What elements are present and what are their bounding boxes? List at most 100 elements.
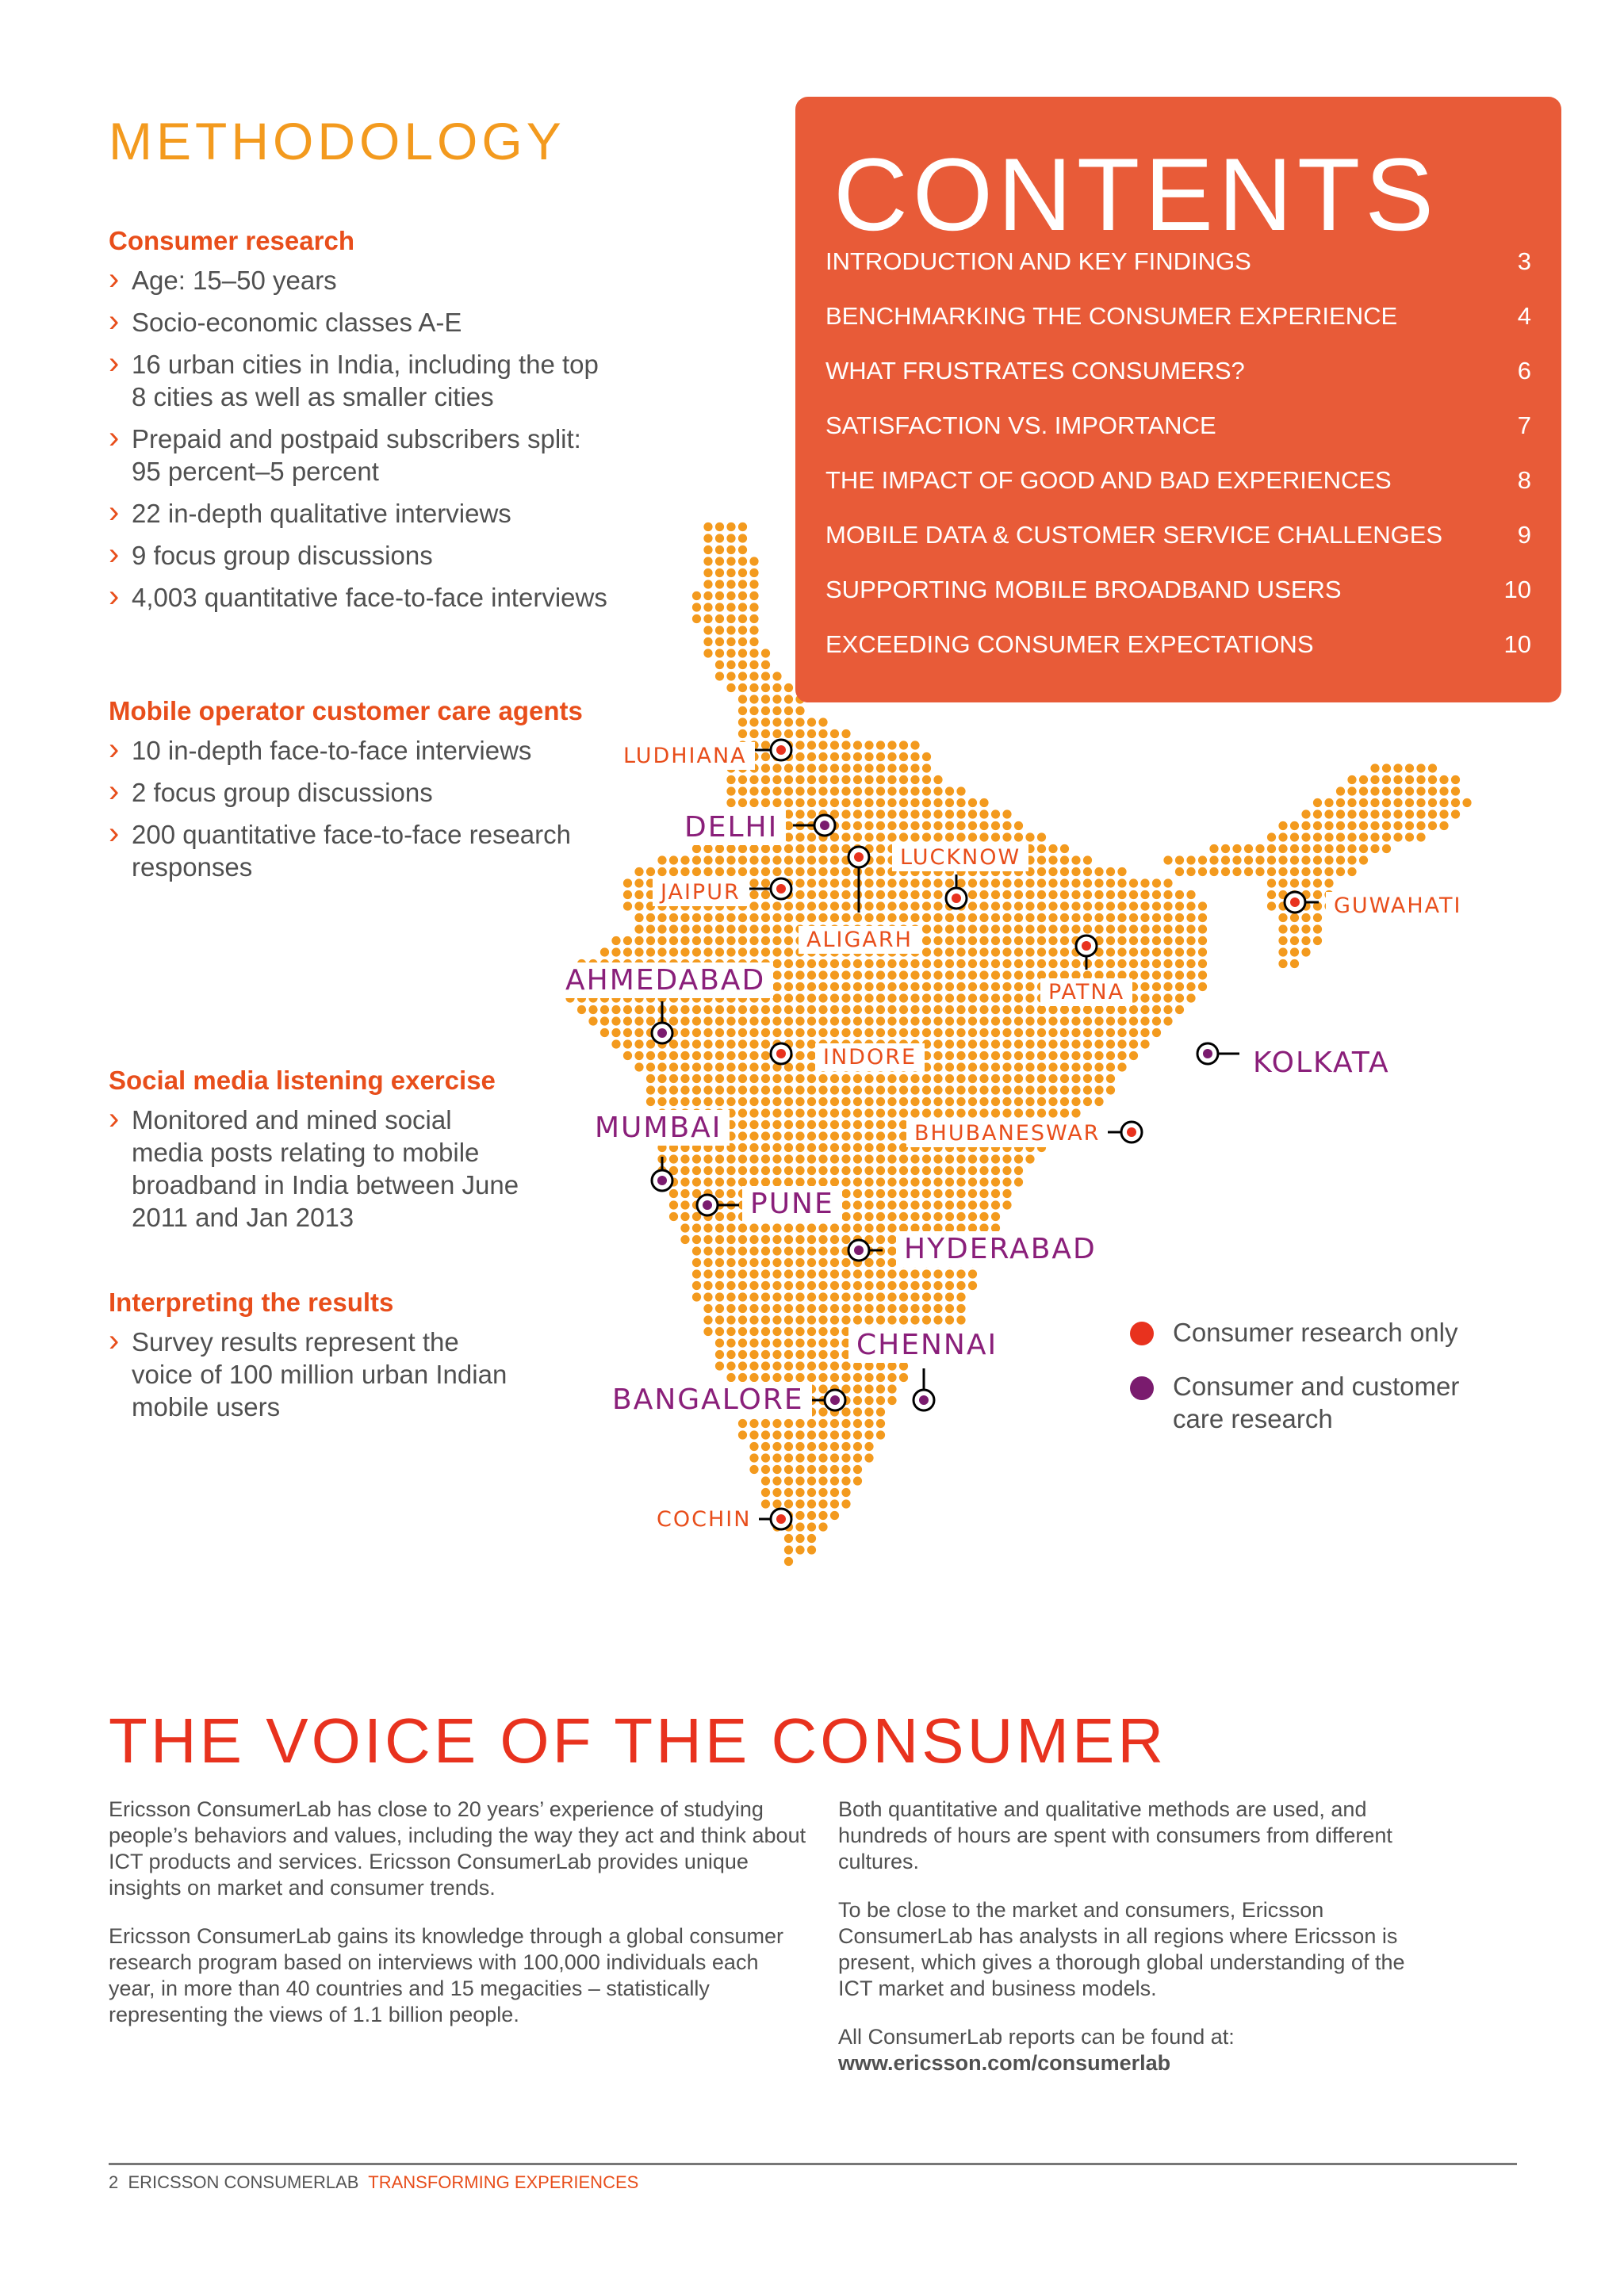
toc-entry[interactable]: INTRODUCTION AND KEY FINDINGS 3	[825, 247, 1531, 302]
map-dot	[1048, 890, 1058, 900]
map-dot	[979, 913, 989, 923]
voice-column-right: Both quantitative and qualitative method…	[838, 1797, 1409, 2099]
map-dot	[887, 1004, 897, 1015]
map-dot	[1025, 878, 1035, 888]
map-dot	[990, 982, 1001, 992]
toc-entry[interactable]: SUPPORTING MOBILE BROADBAND USERS 10	[825, 576, 1531, 630]
toc-entry[interactable]: THE IMPACT OF GOOD AND BAD EXPERIENCES 8	[825, 466, 1531, 521]
map-dot	[841, 1211, 851, 1222]
map-dot	[887, 1177, 897, 1187]
map-dot	[726, 522, 736, 532]
map-dot	[726, 947, 736, 957]
map-dot	[841, 798, 851, 808]
map-dot	[691, 603, 702, 612]
map-dot	[772, 844, 782, 854]
map-dot	[1094, 1073, 1104, 1084]
map-dot	[634, 913, 644, 923]
map-dot	[864, 878, 874, 888]
map-dot	[634, 1016, 644, 1026]
map-dot	[887, 763, 897, 773]
map-dot	[634, 947, 644, 957]
map-dot	[691, 614, 702, 624]
map-dot	[806, 1004, 817, 1015]
map-dot	[668, 1039, 679, 1049]
map-dot	[967, 832, 978, 842]
toc-entry[interactable]: SATISFACTION VS. IMPORTANCE 7	[825, 411, 1531, 466]
city-marker-dot	[830, 1395, 840, 1405]
map-dot	[1370, 832, 1380, 842]
map-dot	[772, 672, 782, 681]
map-dot	[1232, 855, 1242, 865]
map-dot	[944, 1211, 955, 1222]
map-dot	[818, 913, 828, 923]
map-dot	[657, 1096, 667, 1107]
map-dot	[990, 1200, 1001, 1210]
map-dot	[737, 1246, 748, 1256]
map-dot	[737, 1004, 748, 1015]
consumerlab-link[interactable]: www.ericsson.com/consumerlab	[838, 2051, 1171, 2075]
map-dot	[829, 729, 840, 739]
map-dot	[979, 993, 989, 1003]
toc-label: EXCEEDING CONSUMER EXPECTATIONS	[825, 630, 1314, 658]
map-dot	[1197, 970, 1208, 980]
map-dot	[1278, 936, 1288, 946]
map-dot	[956, 786, 966, 796]
map-dot	[864, 1096, 874, 1107]
map-dot	[910, 809, 920, 819]
map-dot	[864, 1085, 874, 1095]
map-dot	[921, 1200, 932, 1210]
map-dot	[910, 740, 920, 750]
map-dot	[1151, 901, 1162, 911]
map-dot	[1151, 936, 1162, 946]
map-dot	[1128, 924, 1139, 934]
map-dot	[714, 936, 725, 946]
map-dot	[1071, 1016, 1081, 1026]
map-dot	[875, 1165, 886, 1176]
map-dot	[841, 867, 851, 877]
map-dot	[714, 649, 725, 658]
map-dot	[829, 1315, 840, 1325]
map-dot	[875, 1119, 886, 1130]
map-dot	[737, 855, 748, 865]
toc-entry[interactable]: WHAT FRUSTRATES CONSUMERS? 6	[825, 357, 1531, 411]
map-dot	[979, 1188, 989, 1199]
map-dot	[852, 1292, 863, 1302]
map-dot	[944, 798, 955, 808]
map-dot	[1002, 936, 1012, 946]
map-dot	[1174, 993, 1185, 1003]
map-dot	[1013, 924, 1024, 934]
consumer-research-list: Age: 15–50 years Socio-economic classes …	[109, 263, 616, 614]
map-dot	[726, 1234, 736, 1245]
map-dot	[979, 890, 989, 900]
toc-entry[interactable]: MOBILE DATA & CUSTOMER SERVICE CHALLENGE…	[825, 521, 1531, 576]
map-dot	[944, 1004, 955, 1015]
map-dot	[979, 1004, 989, 1015]
map-dot	[818, 982, 828, 992]
map-dot	[795, 901, 805, 911]
map-dot	[668, 1073, 679, 1084]
map-dot	[1025, 1016, 1035, 1026]
map-dot	[714, 1246, 725, 1256]
map-dot	[841, 1499, 851, 1509]
map-dot	[956, 1062, 966, 1072]
map-dot	[875, 1177, 886, 1187]
map-dot	[703, 626, 713, 635]
map-dot	[760, 1246, 771, 1256]
map-dot	[1163, 993, 1173, 1003]
map-dot	[944, 936, 955, 946]
map-dot	[829, 1269, 840, 1279]
map-dot	[898, 832, 909, 842]
map-dot	[841, 1303, 851, 1314]
map-dot	[726, 1372, 736, 1383]
legend-dot-consumer-and-care	[1130, 1376, 1154, 1400]
map-dot	[783, 718, 794, 727]
map-dot	[864, 1315, 874, 1325]
toc-entry[interactable]: BENCHMARKING THE CONSUMER EXPERIENCE 4	[825, 302, 1531, 357]
map-dot	[703, 1326, 713, 1337]
map-dot	[611, 1004, 621, 1015]
map-dot	[1082, 867, 1093, 877]
map-dot	[760, 844, 771, 854]
map-dot	[829, 1487, 840, 1498]
toc-entry[interactable]: EXCEEDING CONSUMER EXPECTATIONS 10	[825, 630, 1531, 685]
map-dot	[1289, 844, 1300, 854]
